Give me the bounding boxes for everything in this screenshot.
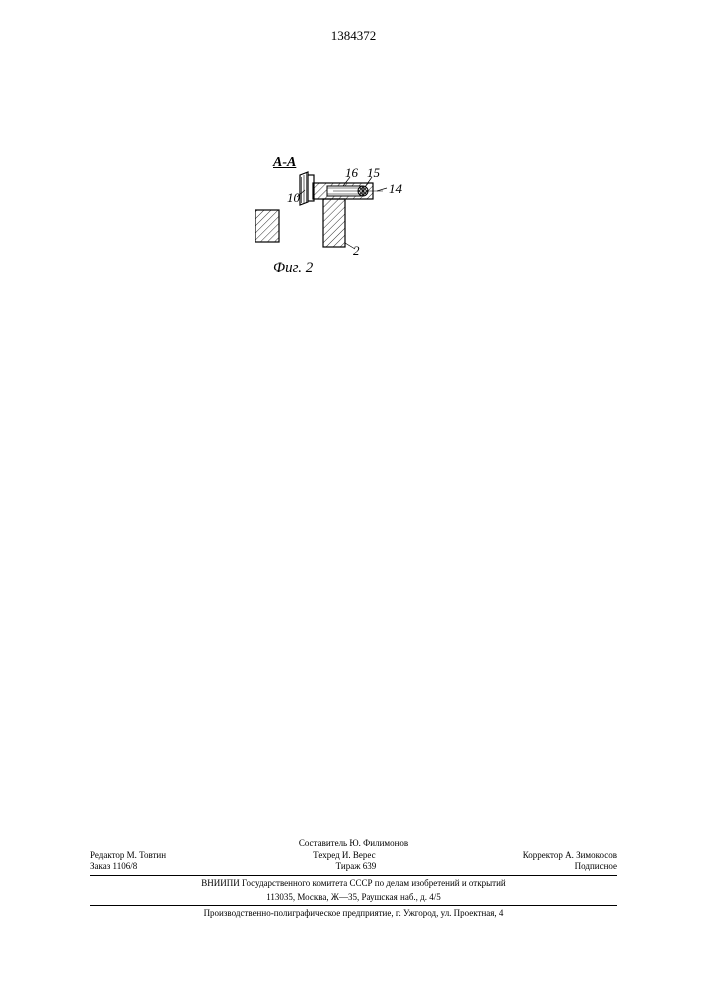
footer-divider-1 bbox=[90, 875, 617, 876]
footer-tirage: Тираж 639 bbox=[336, 861, 377, 873]
footer-corrector: Корректор А. Зимокосов bbox=[523, 850, 617, 862]
footer-printer: Производственно-полиграфическое предприя… bbox=[90, 908, 617, 920]
footer-editor: Редактор М. Товтин bbox=[90, 850, 166, 862]
footer-org1: ВНИИПИ Государственного комитета СССР по… bbox=[90, 878, 617, 890]
footer-subscription: Подписное bbox=[575, 861, 617, 873]
footer-techred: Техред И. Верес bbox=[313, 850, 375, 862]
patent-number: 1384372 bbox=[331, 28, 377, 44]
footer-compiler: Составитель Ю. Филимонов bbox=[90, 838, 617, 850]
footer-divider-2 bbox=[90, 905, 617, 906]
figure-caption: Фиг. 2 bbox=[273, 260, 313, 277]
footer: Составитель Ю. Филимонов Редактор М. Тов… bbox=[90, 836, 617, 920]
footer-org2: 113035, Москва, Ж—35, Раушская наб., д. … bbox=[90, 892, 617, 904]
footer-order: Заказ 1106/8 bbox=[90, 861, 137, 873]
figure-2: А-А 16 15 14 10 2 bbox=[255, 155, 435, 285]
